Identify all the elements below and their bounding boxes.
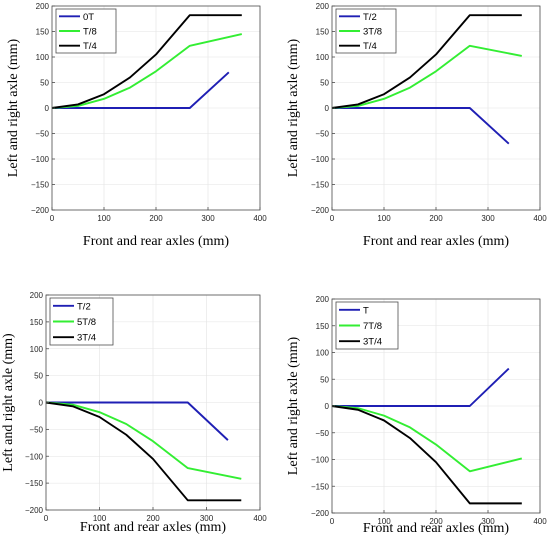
chart-1-x-tick-label: 400 bbox=[253, 214, 267, 223]
chart-4-y-tick-label: 150 bbox=[316, 322, 330, 331]
chart-4-legend: T 7T/8 3T/4 bbox=[335, 301, 399, 350]
chart-1-x-axis-label: Front and rear axles (mm) bbox=[83, 234, 230, 249]
chart-1-x-tick-label: 200 bbox=[149, 214, 163, 223]
chart-4: 0 100 200 300 400 −200 −150 −100 −50 0 50 100 150 200… bbox=[286, 295, 547, 536]
chart-4-y-tick-label: −50 bbox=[315, 429, 329, 438]
chart-1-series-line-3 bbox=[51, 14, 242, 109]
chart-3-x-tick-label: 400 bbox=[253, 514, 267, 523]
chart-2-y-tick-label: 100 bbox=[316, 53, 330, 62]
chart-1-y-tick-label: 200 bbox=[36, 2, 50, 11]
chart-1: 0 100 200 300 400 −200 −150 −100 −50 0 50 100 150 200… bbox=[6, 2, 267, 249]
chart-1-y-tick-label: −200 bbox=[31, 206, 50, 215]
chart-2-x-axis-label: Front and rear axles (mm) bbox=[363, 234, 510, 249]
chart-3-y-tick-label: 150 bbox=[30, 318, 44, 327]
chart-1-x-tick-label: 100 bbox=[97, 214, 111, 223]
chart-1-y-tick-label: 100 bbox=[36, 53, 50, 62]
chart-3-y-tick-label: 200 bbox=[30, 291, 44, 300]
chart-2-x-tick-label: 100 bbox=[377, 214, 391, 223]
chart-4-legend-label-3: 3T/4 bbox=[363, 337, 382, 348]
chart-1-y-tick-label: −150 bbox=[31, 181, 50, 190]
chart-2-y-tick-label: 50 bbox=[320, 79, 329, 88]
chart-1-y-tick-label: 150 bbox=[36, 28, 50, 37]
chart-2-x-tick-label: 0 bbox=[330, 214, 335, 223]
chart-4-y-tick-label: −150 bbox=[311, 482, 330, 491]
chart-2: 0 100 200 300 400 −200 −150 −100 −50 0 50 100 150 200… bbox=[286, 2, 547, 249]
chart-4-x-tick-label: 400 bbox=[533, 517, 547, 526]
chart-4-y-tick-label: −200 bbox=[311, 509, 330, 518]
chart-4-series-line-1 bbox=[332, 367, 510, 407]
chart-3-y-tick-label: −150 bbox=[25, 479, 44, 488]
chart-4-legend-label-1: T bbox=[363, 305, 369, 316]
chart-3-series-line-3 bbox=[45, 401, 242, 502]
chart-2-legend-label-2: 3T/8 bbox=[363, 27, 382, 38]
chart-2-y-tick-label: −100 bbox=[311, 155, 330, 164]
chart-4-legend-label-2: 7T/8 bbox=[363, 321, 382, 332]
chart-1-series-line-2 bbox=[51, 33, 243, 109]
chart-2-y-tick-label: −200 bbox=[311, 206, 330, 215]
chart-1-y-tick-label: 50 bbox=[40, 79, 49, 88]
chart-2-legend-label-3: T/4 bbox=[363, 41, 377, 52]
chart-1-legend-label-2: T/8 bbox=[83, 27, 97, 38]
chart-2-y-axis-label: Left and right axle (mm) bbox=[286, 38, 301, 177]
chart-3-y-tick-label: 100 bbox=[30, 345, 44, 354]
chart-1-y-tick-label: −100 bbox=[31, 155, 50, 164]
chart-2-series-line-3 bbox=[331, 14, 522, 109]
chart-4-y-tick-label: −100 bbox=[311, 456, 330, 465]
chart-4-x-tick-label: 100 bbox=[377, 517, 391, 526]
chart-2-x-tick-label: 300 bbox=[481, 214, 495, 223]
chart-2-series-line-2 bbox=[331, 44, 522, 109]
chart-1-y-tick-label: −50 bbox=[35, 130, 49, 139]
chart-2-y-tick-label: −150 bbox=[311, 181, 330, 190]
chart-1-legend-label-1: 0T bbox=[83, 12, 94, 23]
chart-2-y-tick-label: 150 bbox=[316, 28, 330, 37]
chart-3-y-tick-label: −50 bbox=[29, 425, 43, 434]
chart-4-x-tick-label: 300 bbox=[481, 517, 495, 526]
chart-3-y-tick-label: −100 bbox=[25, 452, 44, 461]
chart-1-y-tick-label: 0 bbox=[45, 104, 50, 113]
chart-2-y-tick-label: 0 bbox=[325, 104, 330, 113]
chart-4-x-tick-label: 200 bbox=[429, 517, 443, 526]
chart-3-x-tick-label: 100 bbox=[93, 514, 107, 523]
chart-4-series-line-2 bbox=[331, 405, 523, 473]
chart-2-x-tick-label: 200 bbox=[429, 214, 443, 223]
chart-3-y-axis-label: Left and right axle (mm) bbox=[1, 333, 16, 472]
chart-2-series-line-1 bbox=[332, 107, 510, 145]
chart-2-legend-label-1: T/2 bbox=[363, 12, 377, 23]
chart-3-y-tick-label: 50 bbox=[34, 372, 43, 381]
chart-3-series-line-2 bbox=[45, 401, 242, 480]
chart-1-legend: 0T T/8 T/4 bbox=[55, 8, 117, 54]
chart-3-legend: T/2 5T/8 3T/4 bbox=[49, 297, 114, 346]
chart-3-legend-label-3: 3T/4 bbox=[77, 333, 96, 344]
chart-2-legend: T/2 3T/8 T/4 bbox=[335, 8, 397, 54]
chart-4-y-axis-label: Left and right axle (mm) bbox=[286, 336, 301, 475]
chart-1-x-tick-label: 0 bbox=[50, 214, 55, 223]
chart-3-y-tick-label: −200 bbox=[25, 506, 44, 515]
chart-1-y-axis-label: Left and right axle (mm) bbox=[6, 38, 21, 177]
chart-3-y-tick-label: 0 bbox=[39, 399, 44, 408]
chart-2-x-tick-label: 400 bbox=[533, 214, 547, 223]
chart-3-series-line-1 bbox=[46, 401, 229, 441]
chart-3: 0 100 200 300 400 −200 −150 −100 −50 0 50 100 150 200… bbox=[1, 291, 267, 535]
chart-3-legend-label-1: T/2 bbox=[77, 301, 91, 312]
chart-2-y-tick-label: 200 bbox=[316, 2, 330, 11]
chart-1-x-tick-label: 300 bbox=[201, 214, 215, 223]
chart-4-y-tick-label: 200 bbox=[316, 295, 330, 304]
chart-3-x-tick-label: 300 bbox=[200, 514, 214, 523]
chart-3-legend-label-2: 5T/8 bbox=[77, 317, 96, 328]
chart-4-series-line-3 bbox=[331, 405, 522, 505]
chart-4-y-tick-label: 50 bbox=[320, 375, 329, 384]
chart-3-x-axis-label: Front and rear axles (mm) bbox=[80, 520, 227, 535]
chart-1-series-line-1 bbox=[52, 71, 230, 109]
chart-2-y-tick-label: −50 bbox=[315, 130, 329, 139]
chart-4-x-tick-label: 0 bbox=[330, 517, 335, 526]
chart-3-x-tick-label: 200 bbox=[146, 514, 160, 523]
chart-4-y-tick-label: 0 bbox=[325, 402, 330, 411]
chart-3-x-tick-label: 0 bbox=[44, 514, 49, 523]
chart-4-y-tick-label: 100 bbox=[316, 349, 330, 358]
chart-4-x-axis-label: Front and rear axles (mm) bbox=[363, 521, 510, 536]
chart-1-legend-label-3: T/4 bbox=[83, 41, 97, 52]
